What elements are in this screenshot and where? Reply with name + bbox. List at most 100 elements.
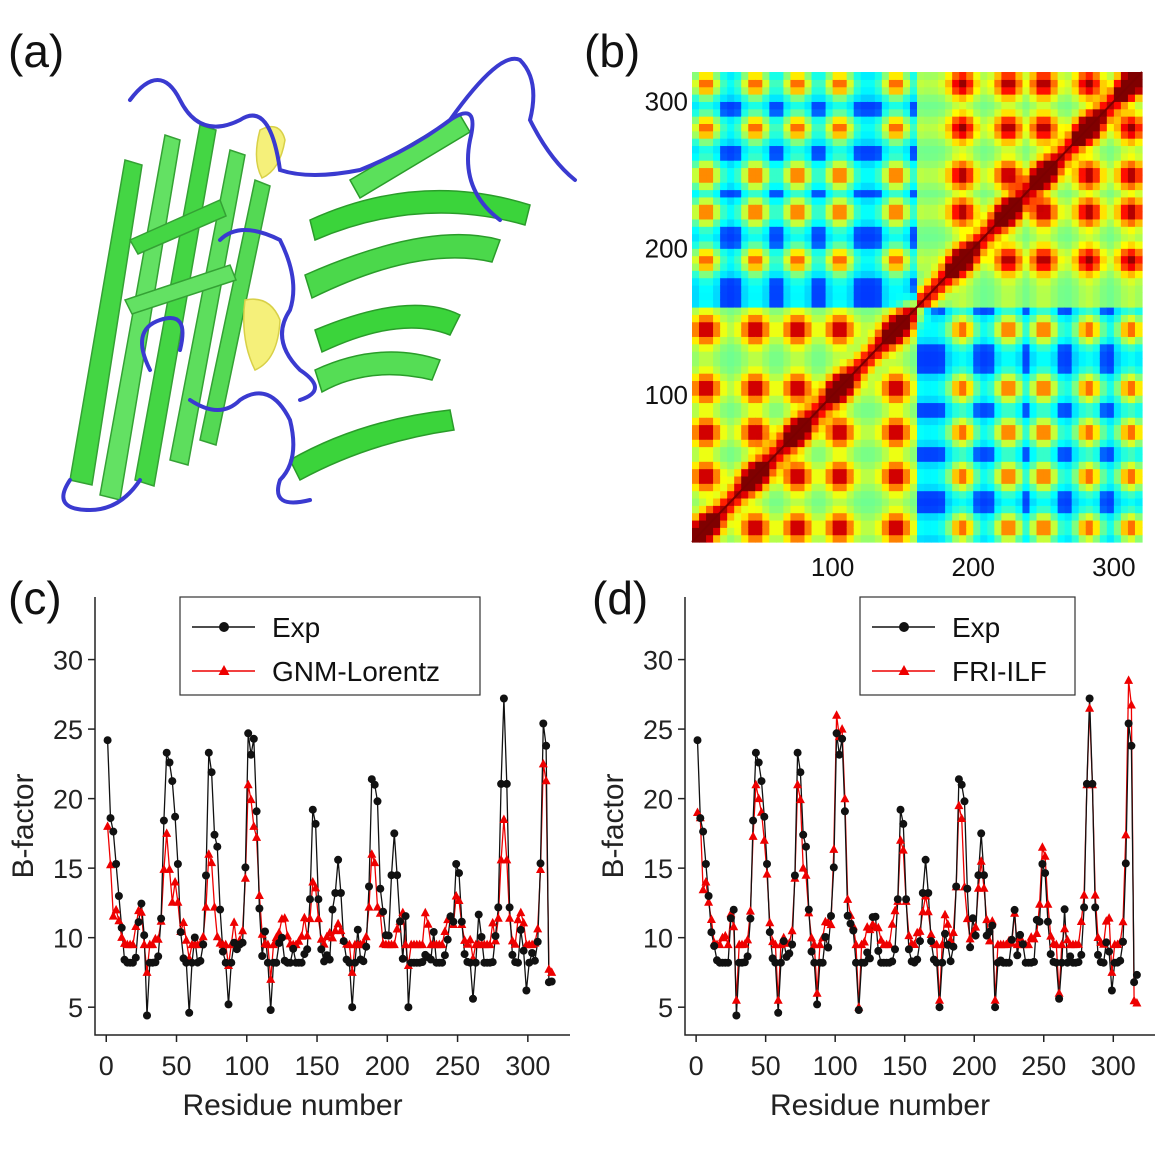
heatmap-cell <box>727 380 735 389</box>
heatmap-cell <box>1015 116 1024 124</box>
heatmap-cell <box>874 299 883 308</box>
heatmap-cell <box>938 79 946 88</box>
heatmap-cell <box>1092 475 1101 484</box>
heatmap-cell <box>769 101 777 110</box>
heatmap-cell <box>902 218 911 227</box>
data-point-exp <box>173 860 182 868</box>
heatmap-cell <box>720 284 728 293</box>
y-tick-label: 20 <box>643 785 673 815</box>
heatmap-cell <box>727 138 735 147</box>
data-point-exp <box>117 923 126 932</box>
x-tick-label: 150 <box>295 1051 340 1081</box>
heatmap-cell <box>938 292 946 301</box>
heatmap-cell <box>1071 534 1080 543</box>
data-point-fri-ilf <box>887 919 897 928</box>
y-tick-label: 5 <box>68 993 83 1023</box>
heatmap-cell <box>762 138 770 147</box>
heatmap-cell <box>825 218 834 227</box>
heatmap-cell <box>1134 262 1143 271</box>
heatmap-cell <box>741 145 749 154</box>
heatmap-cell <box>804 284 813 293</box>
heatmap-cell <box>994 116 1002 124</box>
heatmap-cell <box>945 373 953 382</box>
heatmap-cell <box>1092 424 1101 433</box>
heatmap-cell <box>790 446 799 455</box>
heatmap-cell <box>699 86 707 95</box>
heatmap-cell <box>1022 86 1031 95</box>
heatmap-cell <box>924 365 932 374</box>
heatmap-cell <box>980 138 988 147</box>
heatmap-cell <box>734 167 742 176</box>
data-point-exp <box>776 958 785 967</box>
heatmap-cell <box>902 116 911 124</box>
heatmap-cell <box>874 453 883 462</box>
heatmap-cell <box>945 94 953 102</box>
heatmap-cell <box>769 409 777 418</box>
heatmap-cell <box>931 453 939 462</box>
heatmap-cell <box>727 329 735 337</box>
heatmap-cell <box>706 417 714 426</box>
heatmap-cell <box>973 387 981 396</box>
heatmap-cell <box>931 108 939 117</box>
heatmap-cell <box>1127 351 1136 359</box>
heatmap-cell <box>931 226 939 235</box>
heatmap-cell <box>959 72 967 80</box>
heatmap-cell <box>741 299 749 308</box>
heatmap-cell <box>945 431 953 440</box>
heatmap-cell <box>1099 446 1108 455</box>
heatmap-cell <box>874 402 883 411</box>
heatmap-cell <box>931 262 939 271</box>
heatmap-cell <box>811 307 820 315</box>
data-point-gnm-lorentz <box>305 913 315 923</box>
heatmap-cell <box>1029 292 1038 301</box>
heatmap-cell <box>1008 512 1017 521</box>
heatmap-cell <box>1008 505 1017 514</box>
heatmap-cell <box>755 387 763 396</box>
heatmap-cell <box>720 417 728 426</box>
heatmap-cell <box>860 424 869 433</box>
heatmap-cell <box>699 373 707 382</box>
heatmap-cell <box>783 321 792 330</box>
heatmap-cell <box>980 130 988 139</box>
data-point-exp <box>258 952 267 960</box>
heatmap-cell <box>1113 490 1122 499</box>
heatmap-cell <box>1022 108 1031 117</box>
heatmap-cell <box>1134 94 1143 102</box>
heatmap-cell <box>853 72 862 80</box>
heatmap-cell <box>1113 343 1122 352</box>
heatmap-cell <box>860 116 869 124</box>
heatmap-cell <box>1085 343 1094 352</box>
heatmap-cell <box>980 505 988 514</box>
heatmap-cell <box>1001 527 1010 536</box>
heatmap-cell <box>692 86 700 95</box>
heatmap-cell <box>699 439 707 448</box>
data-point-exp <box>185 1008 194 1017</box>
heatmap-cell <box>909 123 918 132</box>
heatmap-cell <box>1050 226 1059 235</box>
heatmap-cell <box>1050 351 1059 359</box>
heatmap-cell <box>909 446 918 455</box>
heatmap-cell <box>776 79 785 88</box>
heatmap-cell <box>825 196 834 205</box>
heatmap-cell <box>1078 123 1087 132</box>
heatmap-cell <box>699 255 707 264</box>
heatmap-cell <box>692 314 700 323</box>
heatmap-cell <box>1001 218 1010 227</box>
heatmap-cell <box>706 329 714 337</box>
heatmap-cell <box>1085 512 1094 521</box>
heatmap-cell <box>769 108 777 117</box>
heatmap-cell <box>755 519 763 528</box>
heatmap-cell <box>811 483 820 492</box>
heatmap-cell <box>980 262 988 271</box>
heatmap-cell <box>1113 101 1122 110</box>
heatmap-cell <box>924 431 932 440</box>
heatmap-cell <box>1092 336 1101 345</box>
data-point-gnm-lorentz <box>243 779 253 789</box>
heatmap-cell <box>973 277 981 286</box>
heatmap-cell <box>713 497 721 506</box>
heatmap-cell <box>987 270 995 279</box>
heatmap-cell <box>1008 86 1017 95</box>
data-point-exp <box>547 977 556 986</box>
heatmap-cell <box>727 284 735 293</box>
heatmap-cell <box>980 94 988 102</box>
